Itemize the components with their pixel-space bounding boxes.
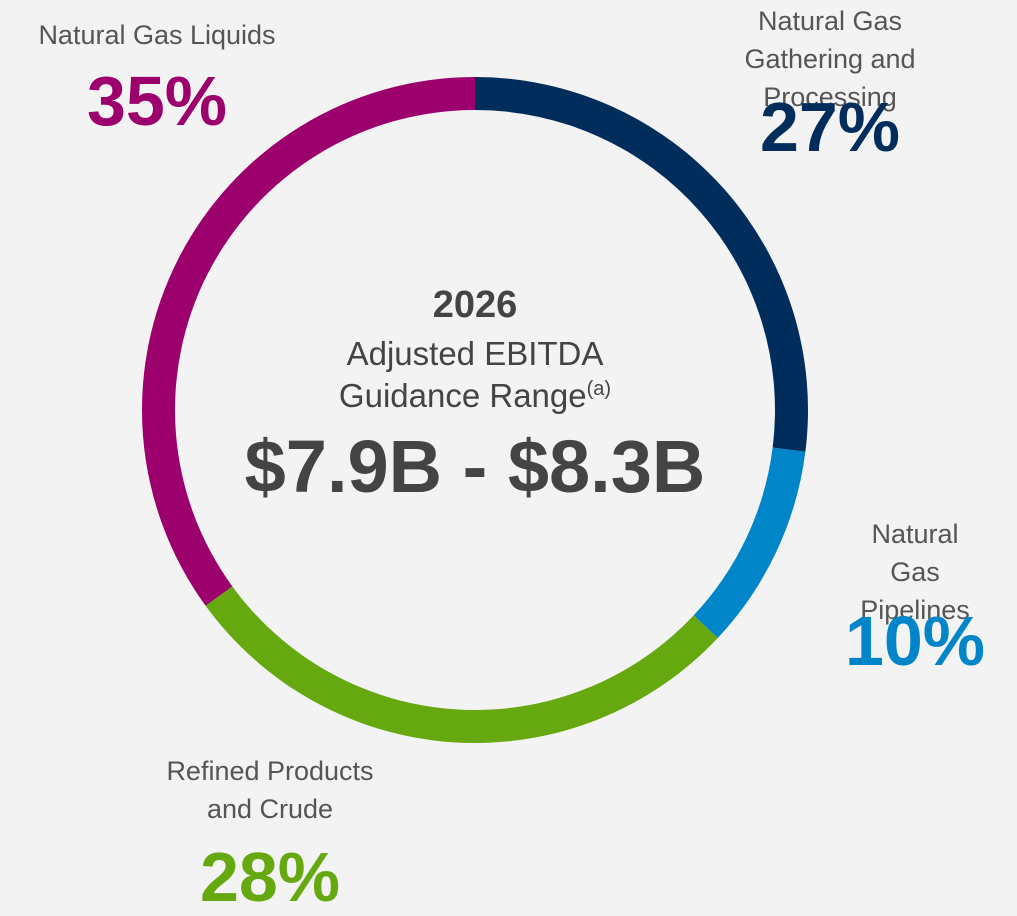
center-line1: Adjusted EBITDA bbox=[346, 335, 604, 372]
segment-value: 10% bbox=[844, 602, 986, 680]
segment-value: 28% bbox=[199, 838, 341, 916]
center-line2-text: Guidance Range bbox=[338, 377, 587, 414]
segment-label: Natural Gas Pipelines bbox=[860, 519, 970, 625]
center-year: 2026 bbox=[432, 284, 518, 326]
donut-segment bbox=[693, 447, 806, 638]
segment-label: Natural Gas Gathering and Processing bbox=[744, 6, 916, 112]
donut-segment bbox=[142, 77, 475, 606]
center-line2: Guidance Range(a) bbox=[339, 377, 611, 415]
center-range: $7.9B - $8.3B bbox=[244, 425, 706, 508]
segment-label: Natural Gas Liquids bbox=[38, 20, 276, 50]
footnote-marker: (a) bbox=[586, 378, 612, 400]
segment-value: 27% bbox=[759, 88, 901, 166]
donut-segment bbox=[475, 77, 809, 452]
segment-value: 35% bbox=[86, 62, 228, 140]
donut-segment bbox=[205, 586, 718, 744]
segment-label: Refined Products and Crude bbox=[166, 756, 374, 824]
